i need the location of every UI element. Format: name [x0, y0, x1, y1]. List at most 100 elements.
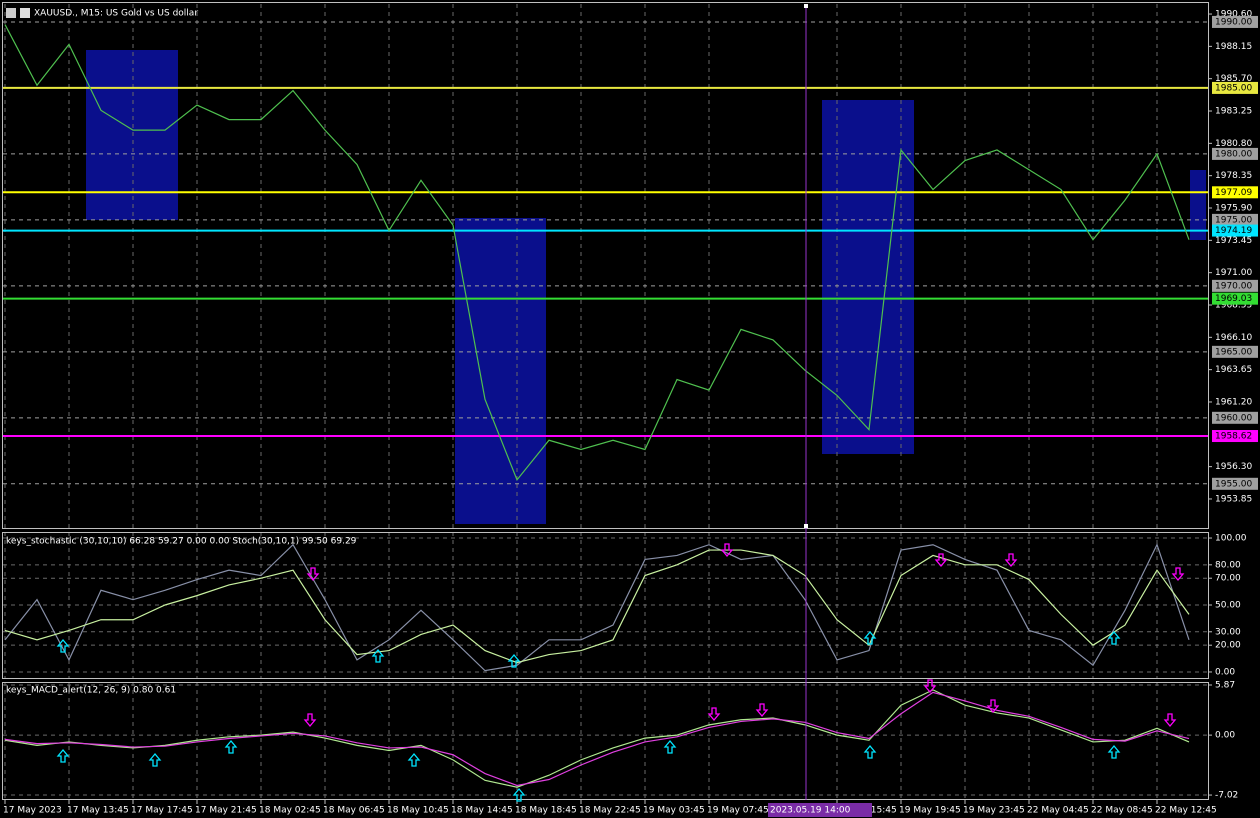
y-tick-label: 5.87	[1215, 680, 1235, 690]
level-label: 1977.09	[1215, 188, 1252, 198]
y-tick-label: 1973.45	[1215, 236, 1252, 246]
macd-frame	[2, 682, 1209, 800]
plot-layer: 1990.60 1988.15 1985.70 1983.25 1980.80 1978.…	[3, 4, 1258, 816]
level-label: 1974.19	[1215, 226, 1252, 236]
x-tick-label: 17 May 2023	[3, 806, 62, 816]
crosshair-handle	[804, 524, 808, 528]
y-tick-label: 1961.20	[1215, 397, 1252, 407]
x-tick-label: 17 May 13:45	[67, 806, 129, 816]
up-arrow	[863, 630, 877, 645]
down-arrow	[986, 699, 1000, 714]
level-label: 1960.00	[1215, 413, 1252, 423]
chart-title: XAUUSD., M15: US Gold vs US dollar	[34, 9, 198, 19]
y-tick-label: 1966.10	[1215, 333, 1252, 343]
down-arrow	[923, 679, 937, 694]
price-frame	[2, 2, 1209, 529]
series-line	[4, 543, 1190, 672]
x-tick-label: 18 May 14:45	[451, 806, 513, 816]
x-tick-label: 17 May 17:45	[131, 806, 193, 816]
level-label-box	[1212, 147, 1258, 160]
level-label-box	[1212, 81, 1258, 94]
up-arrow	[663, 739, 677, 754]
y-tick-label: 50.00	[1215, 601, 1241, 611]
x-tick-label: 17 May 21:45	[195, 806, 257, 816]
signal-arrows	[56, 543, 1185, 802]
up-arrow	[371, 648, 385, 663]
level-label: 1969.03	[1215, 294, 1252, 304]
x-tick-label: 19 May 23:45	[963, 806, 1025, 816]
symbol-icon	[20, 8, 30, 18]
box	[1190, 170, 1206, 240]
level-label: 1980.00	[1215, 149, 1252, 159]
x-tick-label: 18 May 02:45	[259, 806, 321, 816]
box	[455, 218, 546, 524]
y-tick-label: 1953.85	[1215, 494, 1252, 504]
level-label: 1990.00	[1215, 17, 1252, 27]
x-tick-label: 22 May 04:45	[1027, 806, 1089, 816]
level-label: 1965.00	[1215, 347, 1252, 357]
crosshair-label: 2023.05.19 14:00	[770, 806, 851, 816]
series-line	[4, 689, 1190, 788]
x-tick-label: 18 May 10:45	[387, 806, 449, 816]
y-tick-label: 1968.55	[1215, 300, 1252, 310]
y-tick-label: 1978.35	[1215, 171, 1252, 181]
y-tick-label: 0.00	[1215, 667, 1235, 677]
level-label: 1985.00	[1215, 83, 1252, 93]
series-line	[4, 691, 1190, 787]
x-tick-label: 18 May 06:45	[323, 806, 385, 816]
up-arrow	[507, 653, 521, 668]
x-tick-label: 18 May 22:45	[579, 806, 641, 816]
level-label-box	[1212, 345, 1258, 358]
down-arrow	[303, 713, 317, 728]
y-tick-label: 1980.80	[1215, 139, 1252, 149]
y-tick-label: 1971.00	[1215, 268, 1252, 278]
level-label-box	[1212, 224, 1258, 237]
level-label-box	[1212, 213, 1258, 226]
level-label-box	[1212, 430, 1258, 443]
y-tick-label: 1985.70	[1215, 74, 1252, 84]
down-arrow	[1163, 713, 1177, 728]
y-tick-label: -7.02	[1215, 791, 1238, 801]
up-arrow	[407, 752, 421, 767]
up-arrow	[56, 748, 70, 763]
symbol-icon	[6, 8, 16, 18]
level-label: 1970.00	[1215, 281, 1252, 291]
level-label-box	[1212, 411, 1258, 424]
crosshair-handle	[804, 4, 808, 8]
y-tick-label: 80.00	[1215, 560, 1241, 570]
down-arrow	[720, 543, 734, 558]
y-tick-label: 1975.90	[1215, 204, 1252, 214]
y-tick-label: 70.00	[1215, 574, 1241, 584]
level-label-box	[1212, 15, 1258, 28]
y-tick-label: 1983.25	[1215, 107, 1252, 117]
x-tick-label: 19 May 07:45	[707, 806, 769, 816]
up-arrow	[1107, 630, 1121, 645]
y-tick-label: 1990.60	[1215, 10, 1252, 20]
level-label: 1975.00	[1215, 215, 1252, 225]
level-label-box	[1212, 279, 1258, 292]
up-arrow	[1107, 744, 1121, 759]
down-arrow	[755, 703, 769, 718]
y-tick-label: 30.00	[1215, 627, 1241, 637]
y-tick-label: 0.00	[1215, 731, 1235, 741]
frames	[2, 2, 1209, 800]
level-label-box	[1212, 477, 1258, 490]
macd-title: keys_MACD_alert(12, 26, 9) 0.80 0.61	[6, 686, 176, 696]
x-tick-label: 22 May 12:45	[1155, 806, 1217, 816]
up-arrow	[56, 638, 70, 653]
x-tick-label: 18 May 18:45	[515, 806, 577, 816]
down-arrow	[1171, 567, 1185, 582]
y-tick-label: 1963.65	[1215, 365, 1252, 375]
down-arrow	[934, 553, 948, 568]
y-tick-label: 100.00	[1215, 534, 1247, 544]
series-line	[4, 549, 1190, 664]
y-tick-label: 1956.30	[1215, 462, 1252, 472]
up-arrow	[224, 739, 238, 754]
up-arrow	[863, 744, 877, 759]
up-arrow	[512, 787, 526, 802]
box	[86, 50, 178, 220]
level-label-box	[1212, 292, 1258, 305]
down-arrow	[707, 707, 721, 722]
x-tick-label: 19 May 19:45	[899, 806, 961, 816]
level-label: 1958.62	[1215, 432, 1252, 442]
